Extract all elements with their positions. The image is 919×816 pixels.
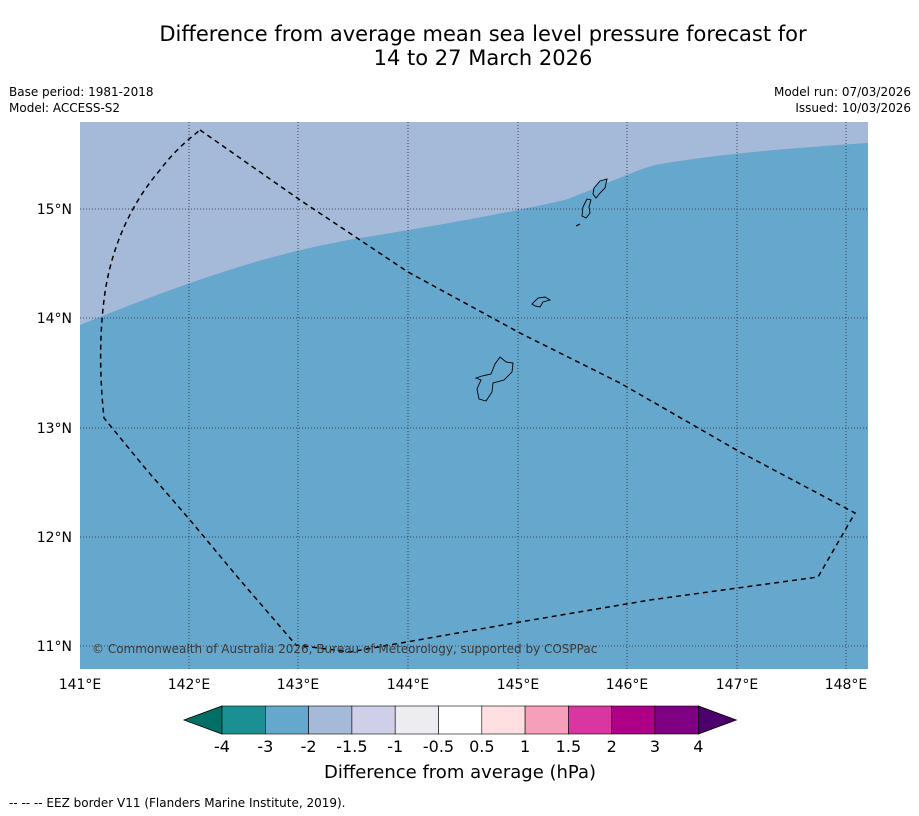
colorbar-swatch bbox=[308, 705, 353, 735]
colorbar-tick-label: 1 bbox=[520, 737, 530, 756]
colorbar-swatch bbox=[568, 705, 613, 735]
colorbar-tick-label: 2 bbox=[607, 737, 617, 756]
colorbar-tick-label: -4 bbox=[214, 737, 230, 756]
model-run: Model run: 07/03/2026 bbox=[773, 85, 911, 99]
aguijan-island bbox=[575, 223, 581, 227]
colorbar-tick-label: -1 bbox=[387, 737, 403, 756]
colorbar-swatch bbox=[654, 705, 699, 735]
colorbar-swatch bbox=[481, 705, 526, 735]
colorbar-tick-label: -3 bbox=[257, 737, 273, 756]
lon-label: 146°E bbox=[606, 677, 649, 693]
colorbar-over-extend bbox=[697, 705, 738, 735]
rota-island bbox=[531, 296, 552, 308]
colorbar-swatch bbox=[221, 705, 266, 735]
issued-date: Issued: 10/03/2026 bbox=[795, 101, 911, 115]
lon-label: 148°E bbox=[825, 677, 868, 693]
eez-footnote: -- -- -- EEZ border V11 (Flanders Marine… bbox=[9, 796, 346, 810]
copyright-text: © Commonwealth of Australia 2026, Bureau… bbox=[92, 642, 597, 656]
colorbar-tick-label: 4 bbox=[693, 737, 703, 756]
colorbar-tick-label: -2 bbox=[301, 737, 317, 756]
colorbar-ticks: -4 -3 -2 -1.5 -1 -0.5 0.5 1 1.5 2 3 4 bbox=[214, 737, 703, 756]
guam-island bbox=[474, 356, 514, 402]
lon-axis-labels: 141°E 142°E 143°E 144°E 145°E 146°E 147°… bbox=[59, 677, 868, 693]
colorbar-swatch bbox=[351, 705, 396, 735]
colorbar bbox=[182, 705, 738, 735]
chart-title: Difference from average mean sea level p… bbox=[0, 22, 919, 70]
gridlines bbox=[80, 122, 868, 669]
saipan-island bbox=[592, 178, 608, 199]
colorbar-tick-label: 3 bbox=[650, 737, 660, 756]
lon-label: 145°E bbox=[497, 677, 540, 693]
title-line-1: Difference from average mean sea level p… bbox=[159, 22, 807, 46]
colorbar-tick-label: 0.5 bbox=[469, 737, 494, 756]
lat-axis-labels: 15°N 14°N 13°N 12°N 11°N bbox=[37, 202, 72, 655]
colorbar-swatch bbox=[611, 705, 656, 735]
model-name: Model: ACCESS-S2 bbox=[9, 101, 121, 115]
meta-left: Base period: 1981-2018 Model: ACCESS-S2 bbox=[9, 84, 154, 116]
map-area: © Commonwealth of Australia 2026, Bureau… bbox=[80, 122, 868, 669]
colorbar-swatch bbox=[438, 705, 483, 735]
base-period: Base period: 1981-2018 bbox=[9, 85, 154, 99]
lon-label: 142°E bbox=[168, 677, 211, 693]
colorbar-swatch bbox=[394, 705, 439, 735]
lon-label: 141°E bbox=[59, 677, 102, 693]
lon-label: 147°E bbox=[716, 677, 759, 693]
tinian-island bbox=[581, 198, 592, 219]
colorbar-under-extend bbox=[182, 705, 223, 735]
colorbar-tick-label: -1.5 bbox=[336, 737, 367, 756]
lat-label: 13°N bbox=[37, 421, 72, 437]
colorbar-swatch bbox=[264, 705, 309, 735]
shade-band-minus3-to-minus2 bbox=[80, 143, 868, 669]
colorbar-label: Difference from average (hPa) bbox=[324, 762, 596, 783]
lat-label: 15°N bbox=[37, 202, 72, 218]
colorbar-tick-label: 1.5 bbox=[556, 737, 581, 756]
title-line-2: 14 to 27 March 2026 bbox=[373, 46, 593, 70]
colorbar-swatch bbox=[524, 705, 569, 735]
lon-label: 144°E bbox=[387, 677, 430, 693]
colorbar-tick-label: -0.5 bbox=[423, 737, 454, 756]
lat-label: 11°N bbox=[37, 639, 72, 655]
lat-label: 12°N bbox=[37, 530, 72, 546]
meta-right: Model run: 07/03/2026 Issued: 10/03/2026 bbox=[774, 84, 911, 116]
lon-label: 143°E bbox=[277, 677, 320, 693]
lat-label: 14°N bbox=[37, 311, 72, 327]
